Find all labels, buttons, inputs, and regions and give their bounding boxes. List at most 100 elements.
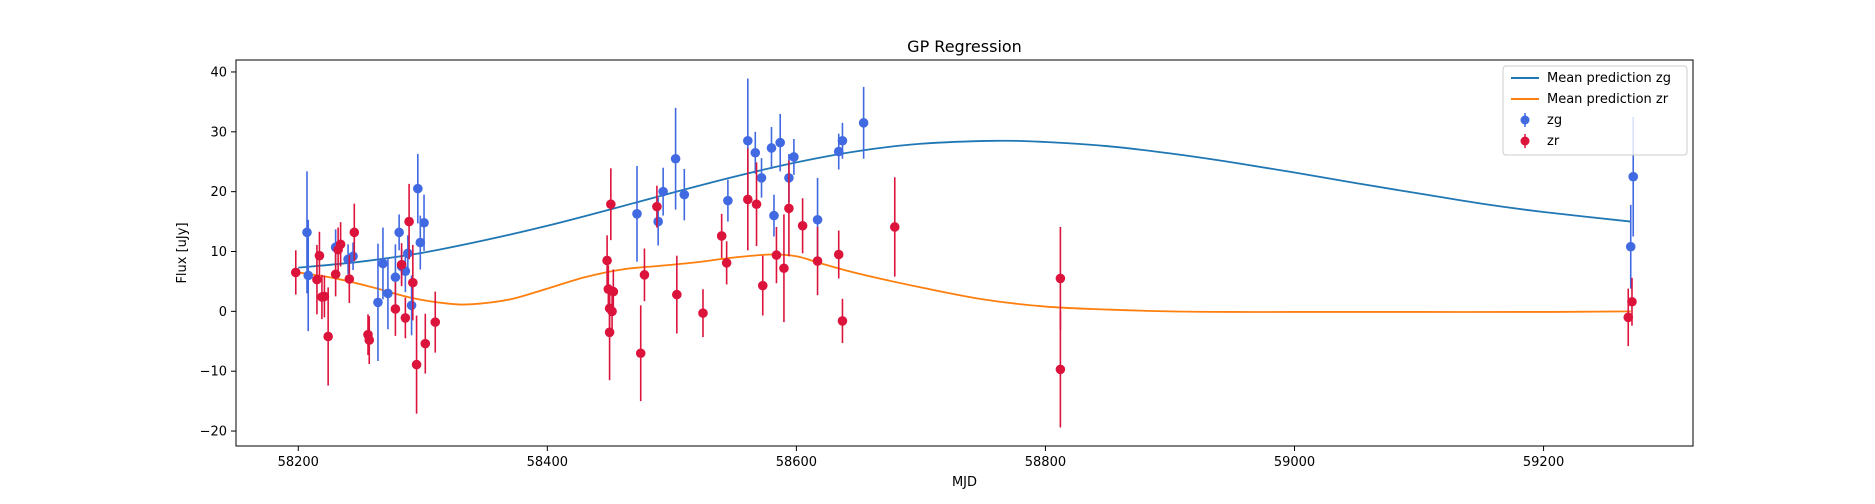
zr-point — [716, 231, 727, 241]
zr-point — [396, 259, 407, 270]
legend-box — [1502, 65, 1688, 156]
legend-marker-zg — [1520, 115, 1530, 125]
legend: Mean prediction zg Mean prediction zr zg… — [1502, 65, 1688, 156]
line-mean-prediction-zg — [298, 139, 1631, 269]
zr-point — [364, 335, 375, 345]
zg-point — [394, 227, 404, 238]
x-tick-label: 58800 — [1025, 455, 1066, 470]
x-tick-label: 59000 — [1274, 455, 1315, 470]
zg-point — [858, 118, 869, 128]
zr-point — [837, 316, 848, 326]
zr-point — [314, 250, 325, 261]
zg-point — [383, 288, 393, 299]
zr-point — [757, 280, 768, 291]
zg-point — [670, 153, 681, 164]
zg-point — [1628, 171, 1639, 182]
zg-point — [833, 146, 844, 157]
zg-point — [723, 195, 733, 206]
zg-point — [373, 297, 383, 308]
zr-point — [312, 274, 322, 285]
zr-point — [319, 291, 330, 302]
zg-point — [769, 210, 779, 221]
zg-point — [812, 214, 823, 225]
zr-point — [420, 338, 431, 349]
zg-point — [632, 209, 642, 219]
zg-point — [653, 216, 663, 227]
zr-point — [344, 274, 355, 284]
zr-point — [652, 201, 662, 212]
x-axis-ticks: 58200 58400 58600 58800 59000 59200 — [278, 446, 1564, 470]
zr-point — [812, 256, 823, 266]
zr-point — [349, 227, 360, 238]
zg-point — [348, 251, 358, 262]
zr-point — [404, 216, 414, 227]
legend-marker-zr — [1520, 136, 1530, 146]
zr-point — [797, 220, 808, 231]
x-axis-label: MJD — [952, 475, 977, 490]
legend-label-mean-zr: Mean prediction zr — [1547, 92, 1669, 107]
zr-point — [430, 317, 441, 327]
zr-point — [602, 255, 612, 266]
zr-point — [330, 269, 341, 280]
zr-point — [607, 306, 617, 317]
zr-point — [672, 289, 682, 300]
zr-point — [606, 199, 616, 210]
zr-point — [698, 308, 708, 318]
zg-point — [658, 186, 668, 197]
zg-point — [390, 272, 401, 283]
x-tick-label: 59200 — [1523, 455, 1564, 470]
zr-point — [639, 270, 650, 280]
y-tick-label: 0 — [219, 305, 227, 320]
zg-point — [837, 135, 848, 146]
zg-point — [406, 300, 417, 311]
x-tick-label: 58400 — [527, 455, 568, 470]
zg-point — [403, 248, 413, 259]
zg-point — [679, 189, 690, 200]
y-tick-label: 30 — [210, 125, 227, 140]
y-axis-label: Flux [uJy] — [175, 222, 190, 283]
y-axis-ticks: −20 −10 0 10 20 30 40 — [200, 65, 236, 440]
zg-point — [413, 183, 423, 194]
x-tick-label: 58200 — [278, 455, 319, 470]
zr-point — [1055, 273, 1066, 284]
zr-point — [323, 331, 333, 342]
zr-point — [635, 348, 646, 359]
zr-point — [889, 222, 900, 232]
zg-point — [302, 227, 312, 238]
chart-title: GP Regression — [907, 37, 1022, 56]
zg-point — [1625, 241, 1636, 252]
zr-point — [608, 286, 619, 297]
zg-point — [766, 143, 777, 153]
legend-label-zg: zg — [1547, 113, 1562, 128]
axes — [235, 59, 1694, 447]
zr-point — [1623, 312, 1634, 323]
y-tick-label: −10 — [200, 365, 227, 380]
zg-point — [743, 135, 753, 146]
zr-point — [833, 249, 844, 260]
zr-point — [335, 239, 346, 250]
zr-point — [779, 263, 789, 274]
zr-point — [290, 267, 301, 278]
legend-label-zr: zr — [1547, 134, 1560, 149]
zr-point — [411, 359, 422, 370]
data-points — [290, 78, 1639, 428]
zr-point — [751, 199, 762, 210]
y-tick-label: −20 — [200, 425, 227, 440]
zg-point — [415, 237, 426, 248]
zr-point — [1627, 296, 1637, 307]
zg-point — [789, 152, 799, 162]
zg-point — [775, 137, 785, 148]
zg-point — [756, 173, 767, 183]
zg-point — [378, 258, 388, 269]
zr-point — [784, 203, 794, 214]
plot-area-frame — [235, 59, 1694, 447]
y-tick-label: 20 — [210, 185, 227, 200]
zg-point — [303, 270, 314, 281]
zr-point — [390, 304, 401, 314]
zr-point — [771, 250, 782, 260]
zg-point — [419, 217, 429, 228]
zr-point — [721, 258, 732, 268]
legend-label-mean-zg: Mean prediction zg — [1547, 71, 1671, 86]
